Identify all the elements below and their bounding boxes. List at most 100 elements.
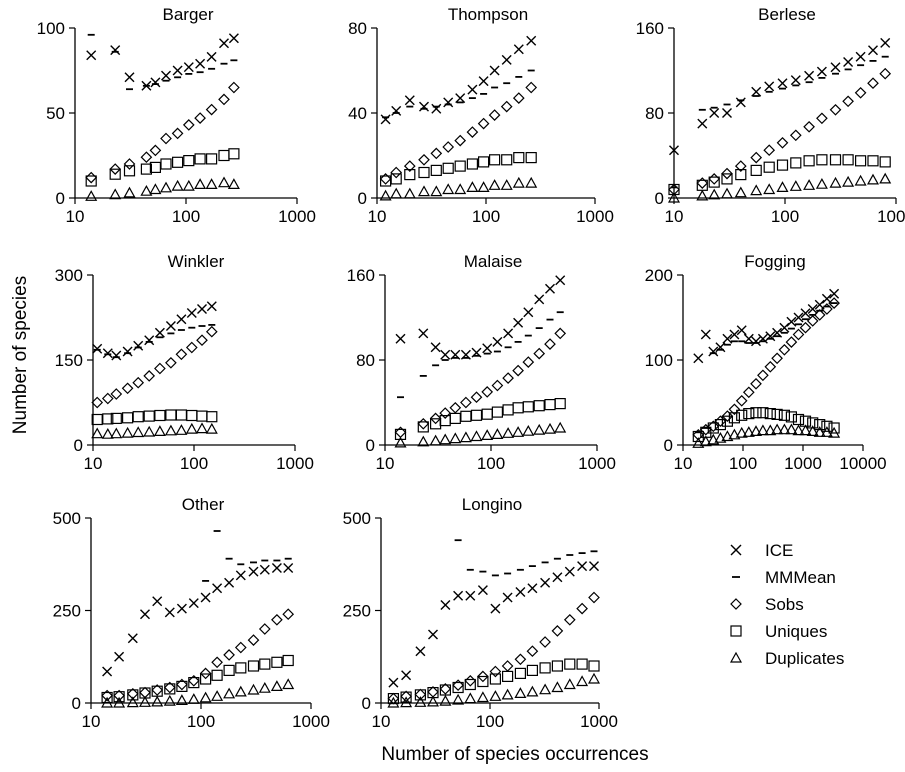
data-point-ice xyxy=(443,97,454,108)
y-tick-label: 100 xyxy=(37,19,65,38)
data-point-sobs xyxy=(500,100,513,113)
data-point-sobs xyxy=(526,645,539,658)
data-point-sobs xyxy=(132,376,145,389)
data-point-ice xyxy=(564,566,575,577)
y-tick-label: 500 xyxy=(343,509,371,528)
data-point-uniques xyxy=(110,412,122,424)
data-point-uniques xyxy=(228,148,240,160)
y-tick-label: 300 xyxy=(55,266,83,285)
panel-title: Fogging xyxy=(744,252,805,271)
data-point-duplicates xyxy=(182,179,195,191)
data-point-sobs xyxy=(110,388,123,400)
data-point-duplicates xyxy=(708,188,721,200)
data-point-uniques xyxy=(235,662,247,674)
data-point-sobs xyxy=(806,315,819,327)
data-point-sobs xyxy=(228,81,240,94)
series-mmmean xyxy=(397,311,564,399)
data-point-ice xyxy=(102,348,113,359)
data-point-duplicates xyxy=(403,187,416,199)
data-point-duplicates xyxy=(776,181,789,192)
series-sobs xyxy=(91,325,218,409)
data-point-ice xyxy=(708,346,719,357)
data-point-sobs xyxy=(418,153,430,166)
data-point-ice xyxy=(523,307,534,318)
series-ice xyxy=(86,33,239,91)
data-point-uniques xyxy=(750,164,762,176)
data-point-ice xyxy=(490,603,501,614)
data-point-uniques xyxy=(390,173,402,185)
data-point-uniques xyxy=(113,691,125,703)
data-point-sobs xyxy=(205,103,218,116)
data-point-ice xyxy=(428,629,438,640)
data-point-duplicates xyxy=(121,426,134,438)
data-point-sobs xyxy=(247,634,260,646)
data-point-uniques xyxy=(143,410,155,422)
panel-title: Barger xyxy=(162,5,213,24)
data-point-ice xyxy=(693,353,704,364)
data-point-duplicates xyxy=(829,176,842,188)
data-point-sobs xyxy=(502,372,514,384)
data-point-ice xyxy=(829,288,840,299)
data-point-duplicates xyxy=(778,423,791,435)
data-point-uniques xyxy=(200,673,212,685)
data-point-duplicates xyxy=(501,688,514,700)
data-point-uniques xyxy=(85,175,97,187)
series-duplicates xyxy=(85,176,240,201)
data-point-ice xyxy=(228,33,239,44)
data-point-ice xyxy=(440,349,451,360)
y-tick-label: 0 xyxy=(366,436,375,455)
data-point-uniques xyxy=(564,658,576,670)
data-point-uniques xyxy=(454,160,466,172)
data-point-sobs xyxy=(735,394,748,407)
data-point-duplicates xyxy=(667,191,681,203)
data-point-sobs xyxy=(764,360,777,373)
data-point-sobs xyxy=(477,117,490,130)
data-point-duplicates xyxy=(227,178,240,189)
series-uniques xyxy=(380,152,537,187)
data-point-duplicates xyxy=(442,183,455,195)
series-sobs xyxy=(379,81,538,185)
data-point-ice xyxy=(440,600,451,610)
y-tick-label: 250 xyxy=(343,602,371,621)
data-point-duplicates xyxy=(282,678,295,690)
legend-item-uniques: Uniques xyxy=(730,622,827,641)
data-point-uniques xyxy=(778,409,791,421)
diamond-icon xyxy=(730,598,742,610)
data-point-sobs xyxy=(554,327,567,340)
data-point-ice xyxy=(206,301,217,312)
x-tick-label: 1000 xyxy=(784,454,822,473)
data-point-duplicates xyxy=(525,176,538,188)
data-point-sobs xyxy=(792,328,805,341)
x-tick-label: 1000 xyxy=(578,454,616,473)
panel-berlese: Berlese 0 80 160 10 100 1000 xyxy=(636,5,905,226)
data-point-duplicates xyxy=(439,694,452,706)
data-point-ice xyxy=(534,294,545,305)
data-point-duplicates xyxy=(464,692,477,704)
data-point-ice xyxy=(172,65,183,76)
data-point-duplicates xyxy=(512,176,525,188)
data-point-uniques xyxy=(101,691,113,704)
data-point-sobs xyxy=(525,81,538,94)
data-point-uniques xyxy=(814,419,826,431)
data-point-sobs xyxy=(143,370,156,382)
data-point-ice xyxy=(152,596,163,607)
data-point-duplicates xyxy=(806,425,819,436)
data-point-ice xyxy=(526,35,537,46)
data-point-duplicates xyxy=(533,423,546,435)
data-point-uniques xyxy=(512,402,524,414)
data-point-ice xyxy=(188,598,199,609)
data-point-sobs xyxy=(165,356,177,369)
data-point-uniques xyxy=(771,408,783,420)
data-point-uniques xyxy=(470,409,483,421)
data-point-sobs xyxy=(533,347,546,360)
data-point-ice xyxy=(92,343,103,354)
data-point-duplicates xyxy=(842,175,855,187)
data-point-uniques xyxy=(400,691,412,703)
data-point-uniques xyxy=(481,408,493,420)
series-mmmean xyxy=(87,33,238,91)
data-point-ice xyxy=(124,72,135,83)
data-point-sobs xyxy=(417,417,430,430)
data-point-ice xyxy=(259,564,270,575)
data-point-uniques xyxy=(259,658,271,670)
